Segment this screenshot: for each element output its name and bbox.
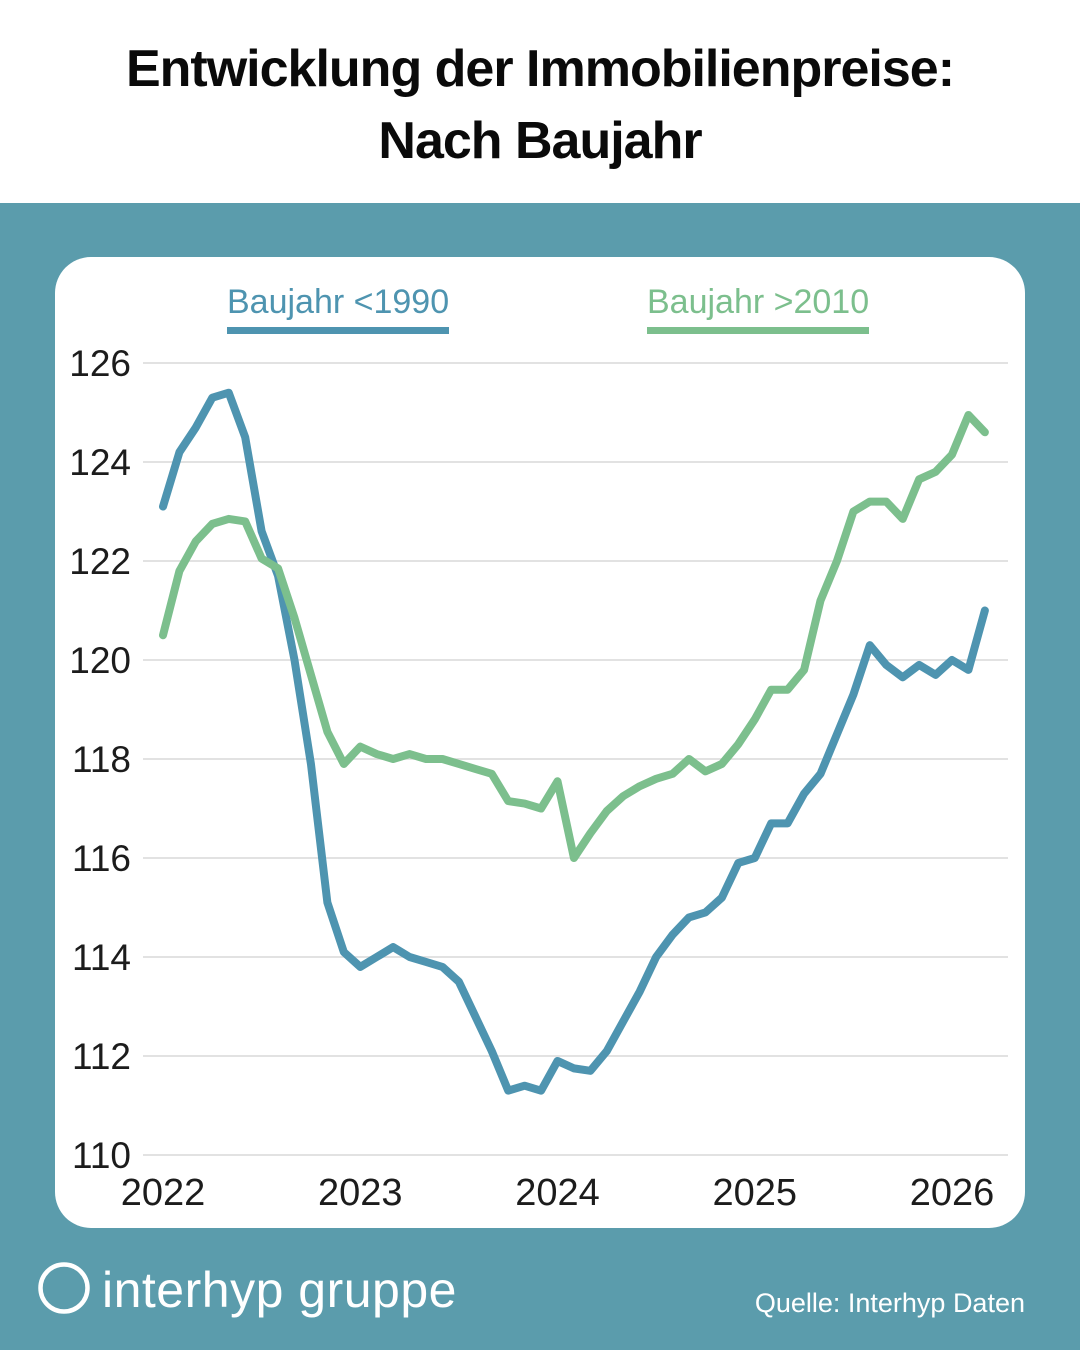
y-axis-tick-114: 114: [72, 937, 131, 978]
y-axis-tick-118: 118: [72, 739, 131, 780]
source-caption: Quelle: Interhyp Daten: [754, 1288, 1025, 1318]
y-axis-tick-120: 120: [69, 640, 131, 681]
teal-background-band: Baujahr <1990 Baujahr >2010 126 124 122 120…: [0, 203, 1080, 1350]
interhyp-circle-logo-icon: [38, 1262, 90, 1314]
y-axis-tick-122: 122: [69, 541, 131, 582]
series-line-baujahr-1990: [159, 388, 989, 1095]
x-axis-tick-2024: 2024: [515, 1172, 600, 1214]
y-axis-tick-110: 110: [72, 1135, 131, 1176]
x-axis-tick-2025: 2025: [712, 1172, 797, 1214]
x-axis-tick-2026: 2026: [910, 1172, 995, 1214]
page-title-line1: Entwicklung der Immobilienpreise:: [125, 40, 955, 98]
x-axis-tick-2022: 2022: [121, 1172, 206, 1214]
y-axis-tick-112: 112: [72, 1036, 131, 1077]
series-line-baujahr-2010: [159, 410, 989, 862]
x-axis-tick-2023: 2023: [318, 1172, 403, 1214]
chart-card: Baujahr <1990 Baujahr >2010 126 124 122 120…: [55, 257, 1025, 1228]
legend-baujahr-gt-2010: Baujahr >2010: [647, 283, 870, 334]
legend-baujahr-lt-1990: Baujahr <1990: [227, 283, 450, 334]
y-axis-tick-124: 124: [69, 442, 131, 483]
y-axis-tick-116: 116: [72, 838, 131, 879]
page-title-line2: Nach Baujahr: [378, 111, 702, 170]
y-axis-tick-126: 126: [69, 343, 131, 384]
page-header: Entwicklung der Immobilienpreise: Nach B…: [0, 0, 1080, 203]
brand-name: interhyp gruppe: [102, 1262, 457, 1318]
